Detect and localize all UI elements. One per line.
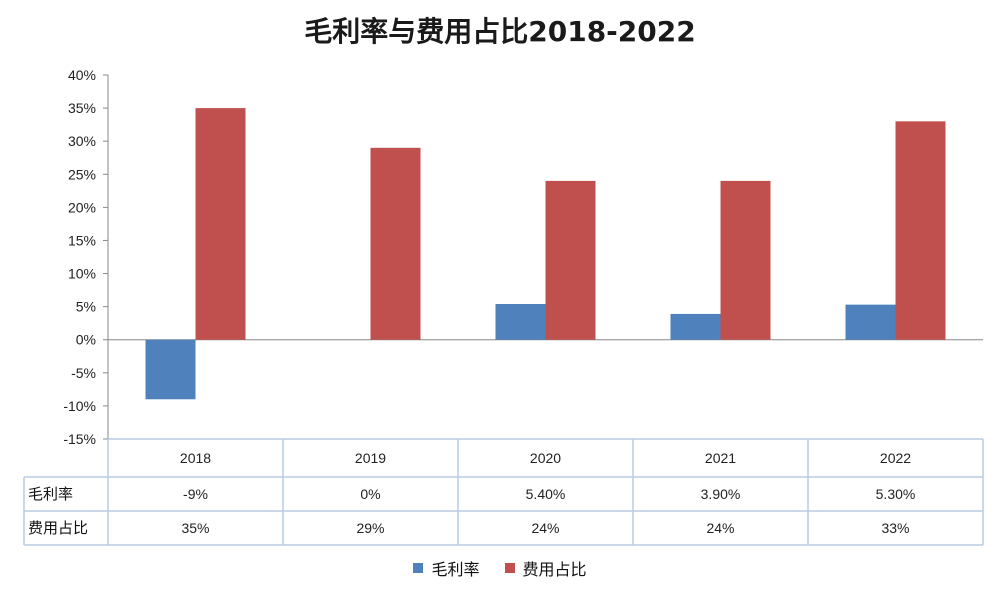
legend-item-expense-ratio: 费用占比 (504, 556, 587, 580)
x-category-label: 2018 (180, 450, 211, 466)
legend-label-expense-ratio: 费用占比 (522, 560, 587, 579)
table-cell-value: 5.30% (876, 486, 916, 502)
y-tick-label: 35% (68, 100, 96, 116)
table-cell-value: -9% (183, 486, 208, 502)
y-tick-label: 40% (68, 67, 96, 83)
table-cell-value: 3.90% (701, 486, 741, 502)
bar-gross-margin (670, 313, 721, 340)
legend: 毛利率 费用占比 (0, 556, 1000, 580)
legend-swatch-gross-margin (413, 563, 424, 573)
table-cell-value: 33% (881, 520, 909, 536)
x-category-label: 2020 (530, 450, 561, 466)
y-tick-label: -5% (71, 365, 96, 381)
table-row-label: 费用占比 (28, 519, 88, 537)
table-cell-value: 24% (706, 520, 734, 536)
legend-label-gross-margin: 毛利率 (431, 560, 480, 579)
x-category-label: 2019 (355, 450, 386, 466)
x-category-label: 2021 (705, 450, 736, 466)
bar-expense-ratio (195, 108, 246, 340)
bar-expense-ratio (370, 147, 421, 340)
table-cell-value: 0% (360, 486, 380, 502)
bar-expense-ratio (720, 180, 771, 340)
y-tick-label: 10% (68, 266, 96, 282)
y-tick-label: 25% (68, 166, 96, 182)
legend-swatch-expense-ratio (504, 563, 515, 573)
y-tick-label: 30% (68, 133, 96, 149)
y-tick-label: 20% (68, 199, 96, 215)
bar-expense-ratio (895, 121, 946, 340)
bar-gross-margin (495, 303, 546, 340)
table-cell-value: 24% (531, 520, 559, 536)
chart-title: 毛利率与费用占比2018-2022 (304, 15, 696, 48)
table-cell-value: 29% (356, 520, 384, 536)
bar-gross-margin (145, 339, 196, 400)
table-row-label: 毛利率 (28, 485, 73, 503)
legend-item-gross-margin: 毛利率 (413, 556, 479, 580)
y-tick-label: -15% (63, 431, 96, 447)
table-cell-value: 35% (181, 520, 209, 536)
x-category-label: 2022 (880, 450, 911, 466)
y-tick-label: -10% (63, 398, 96, 414)
bar-gross-margin (845, 304, 896, 340)
y-tick-label: 0% (76, 332, 96, 348)
bar-expense-ratio (545, 180, 596, 340)
table-cell-value: 5.40% (526, 486, 566, 502)
y-tick-label: 15% (68, 232, 96, 248)
y-tick-label: 5% (76, 299, 96, 315)
